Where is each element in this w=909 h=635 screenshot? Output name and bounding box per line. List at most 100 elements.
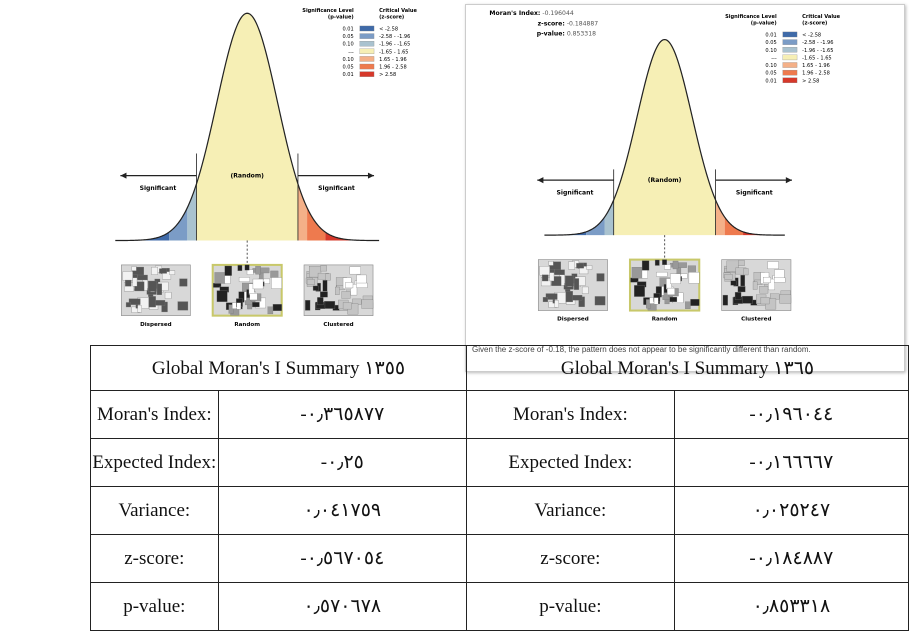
table-cell: Expected Index: [467,439,675,487]
legend-value: -2.58 - -1.96 [802,40,833,46]
panel-label: Random [234,322,260,328]
map-cell [271,271,279,278]
map-cell [123,271,133,280]
map-cell [149,296,156,307]
map-cell [742,296,753,303]
stat-value: -0.184887 [567,20,598,27]
map-cell [634,285,644,296]
legend-value: -1.65 - 1.65 [379,49,408,55]
map-cell [678,263,687,268]
table-row: Moran's Index:-٠٫٣٦٥٨٧٧ [91,391,467,439]
figure: Significant(Random)SignificantSignifican… [478,9,892,335]
map-cell [165,292,171,299]
table-title: Global Moran's I Summary ١٣٦٥ [467,346,909,391]
legend-header: (z-score) [802,20,827,26]
table-cell: -٠٫١٩٦٠٤٤ [674,391,908,439]
legend-value: < -2.58 [802,33,821,39]
legend-swatch [360,41,374,46]
legend-level: 0.10 [342,42,353,48]
table-cell: Variance: [91,487,219,535]
arrow-head [120,173,126,179]
map-cell [763,277,771,283]
legend-header: Significance Level [725,14,777,20]
map-cell [342,291,351,298]
figure: Significant(Random)SignificantSignifican… [95,0,440,335]
map-cell [662,260,666,265]
map-cell [582,287,588,294]
map-cell [568,262,574,270]
legend-value: -2.58 - -1.96 [379,34,410,40]
table-cell: -٠٫١٦٦٦٦٧ [674,439,908,487]
table-row: z-score:-٠٫١٨٤٨٨٧ [467,535,909,583]
table-cell: Moran's Index: [91,391,219,439]
map-cell [238,265,242,270]
map-cell [323,280,327,291]
table-header-row: Global Moran's I Summary ١٣٦٥ [467,346,909,391]
label: Significant [140,185,177,192]
table-row: p-value:٠٫٨٥٣٣١٨ [467,583,909,631]
map-cell [731,281,736,286]
legend-value: 1.96 - 2.58 [379,65,407,71]
panel-label: Random [652,317,678,323]
map-cell [670,297,677,302]
legend-level: 0.10 [765,63,776,69]
table-row: Expected Index:-٠٫٢٥ [91,439,467,487]
map-cell [685,302,690,309]
map-panel [304,265,373,316]
map-panel [722,260,791,311]
map-cell [597,274,605,282]
legend-level: 0.05 [765,40,776,46]
map-cell [549,261,554,265]
legend-swatch [360,49,374,54]
panel-label: Dispersed [557,317,589,323]
table-cell: ٠٫٥٧٠٦٧٨ [218,583,466,631]
table-cell: -٠٫٥٦٧٠٥٤ [218,535,466,583]
legend-value: 1.96 - 2.58 [802,71,830,77]
map-cell [170,271,175,275]
label: Significant [318,185,355,192]
map-cell [725,274,733,279]
legend-value: 1.65 - 1.96 [802,63,830,69]
map-cell [307,279,315,284]
map-cell [670,274,680,284]
map-cell [689,272,699,283]
map-cell [656,272,667,276]
legend-value: 1.65 - 1.96 [379,57,407,63]
legend-level: 0.05 [342,65,353,71]
table-cell: Expected Index: [91,439,219,487]
map-cell [738,286,745,292]
curve-region [298,184,307,241]
legend-swatch [783,55,797,60]
map-cell [574,278,579,289]
legend-value: -1.96 - -1.65 [802,48,833,54]
map-cell [774,270,784,279]
arrow-head [368,173,374,179]
legend-swatch [783,32,797,37]
legend-level: 0.01 [342,72,353,78]
table-row: Variance:٠٫٠٢٥٢٤٧ [467,487,909,535]
table-cell: z-score: [91,535,219,583]
map-cell [667,288,675,295]
stat-label: z-score: [538,20,565,27]
table-cell: p-value: [467,583,675,631]
map-panel [121,265,190,316]
label: Significant [736,189,773,196]
map-cell [688,266,696,273]
panel-label: Dispersed [140,322,172,328]
map-cell [245,265,249,270]
map-cell [642,261,649,271]
map-cell [133,278,137,286]
map-cell [759,286,768,293]
legend-header: Critical Value [802,14,841,20]
map-cell [151,267,157,275]
table-cell: Moran's Index: [467,391,675,439]
map-cell [324,301,335,308]
map-cell [550,273,554,281]
page: Significant(Random)SignificantSignifican… [0,0,909,635]
map-cell [237,303,241,310]
curve-region [716,200,725,235]
map-cell [313,286,318,291]
map-cell [774,278,785,283]
